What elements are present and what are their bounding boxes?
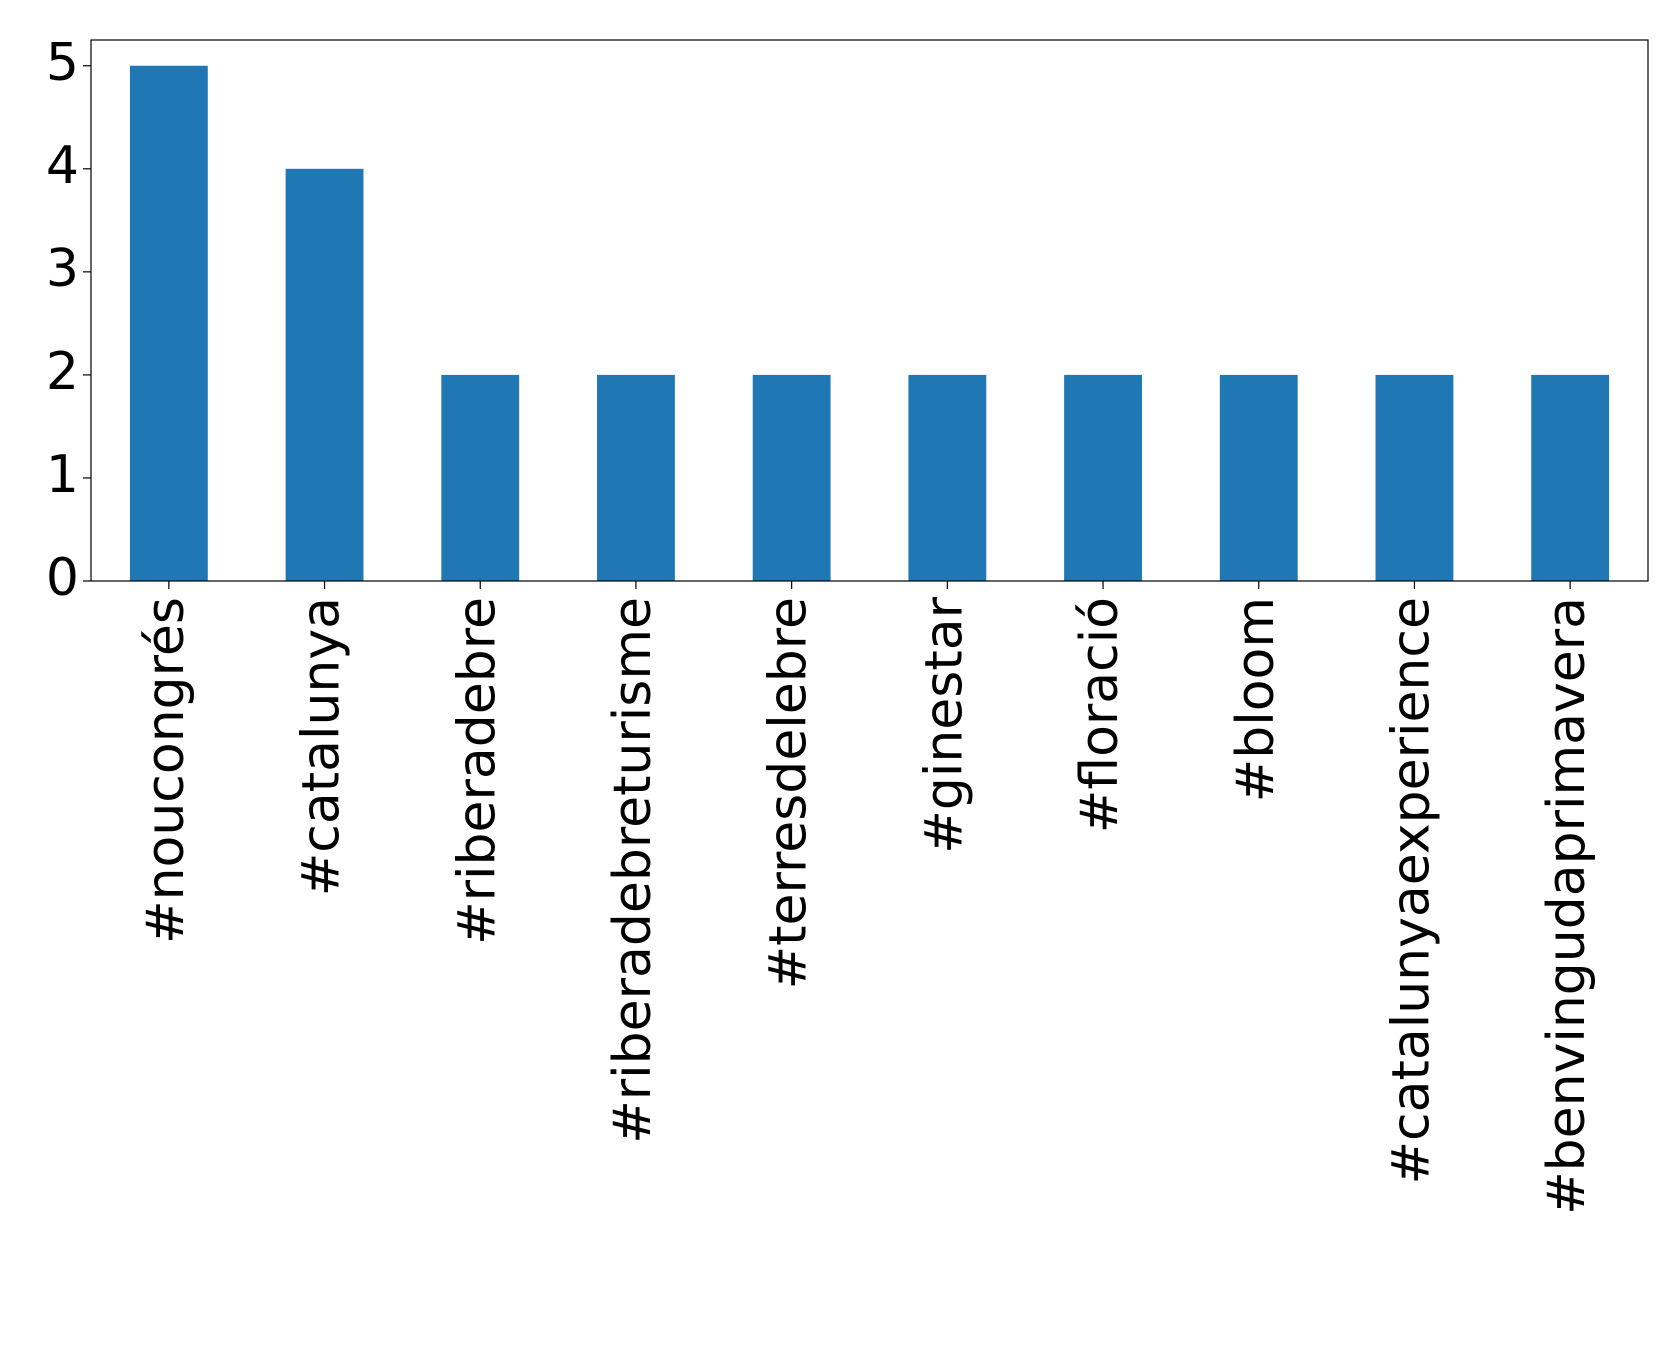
x-tick-label: #catalunya [292, 597, 352, 896]
x-tick-label: #noucongrés [136, 597, 196, 944]
x-tick-label: #benvingudaprimavera [1537, 597, 1597, 1215]
y-tick-label: 0 [46, 548, 79, 608]
plot-frame [90, 39, 1649, 582]
x-tick-label: #riberadebre [447, 597, 507, 945]
x-tick-label: #floració [1070, 597, 1130, 833]
bar [1064, 374, 1142, 581]
y-tick-label: 3 [46, 239, 79, 299]
x-tick-label: #bloom [1226, 597, 1286, 802]
bar [1219, 374, 1298, 581]
y-tick-label: 5 [46, 33, 79, 93]
x-tick-label: #catalunyaexperience [1381, 597, 1441, 1185]
bar [441, 374, 520, 581]
bar [597, 374, 675, 581]
y-tick-label: 4 [46, 136, 79, 196]
bar [285, 168, 364, 582]
bar [752, 374, 831, 581]
bar [1531, 374, 1610, 581]
bar [908, 374, 987, 581]
bar [129, 65, 208, 581]
x-tick-label: #terresdelebre [759, 597, 819, 989]
y-tick-label: 2 [46, 342, 79, 402]
x-tick-label: #ginestar [914, 596, 974, 853]
bar [1375, 374, 1454, 581]
y-tick-label: 1 [46, 445, 79, 505]
x-tick-label: #riberadebreturisme [603, 597, 663, 1144]
